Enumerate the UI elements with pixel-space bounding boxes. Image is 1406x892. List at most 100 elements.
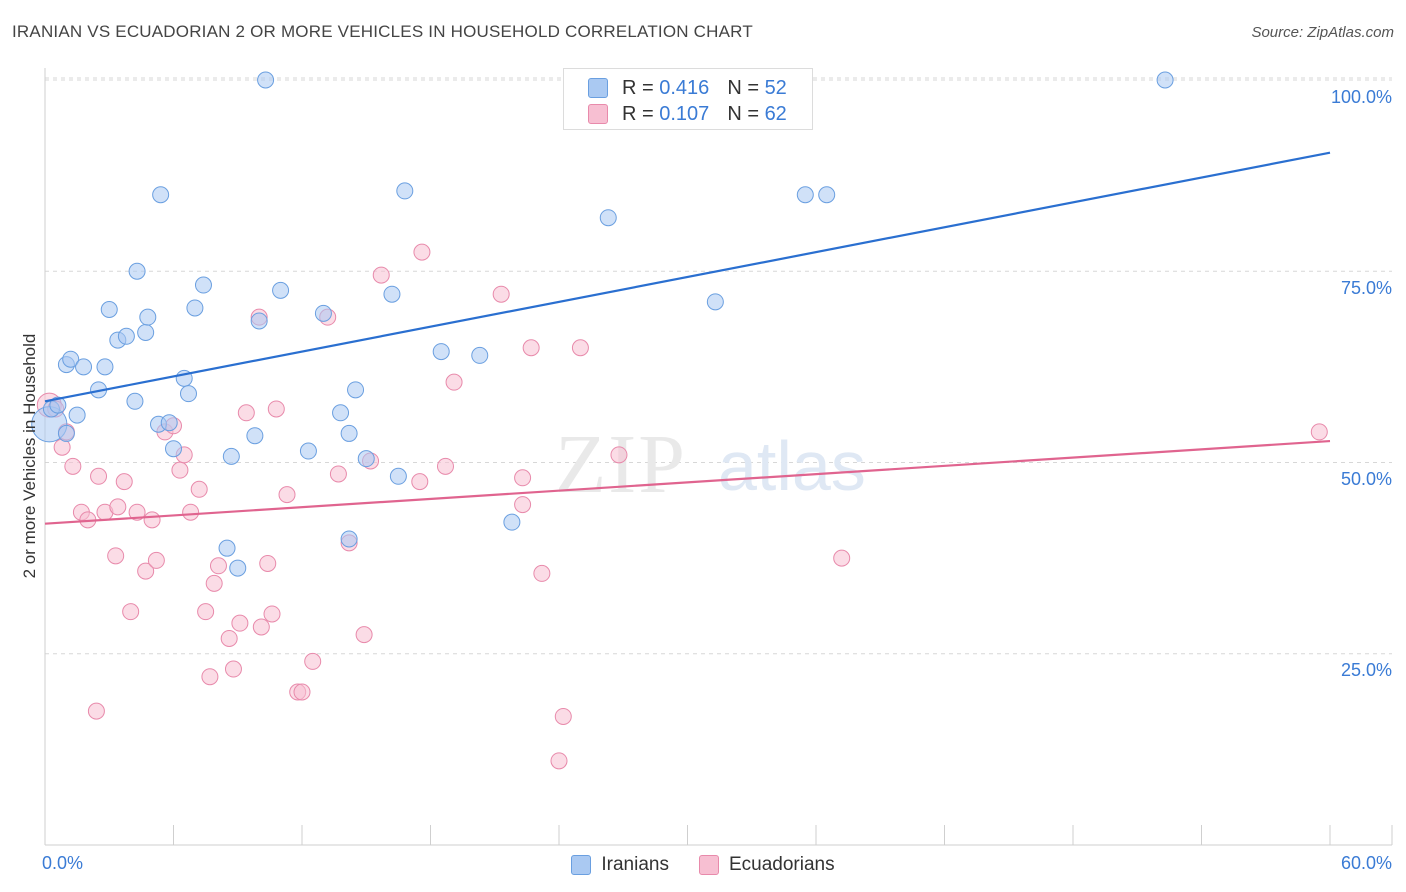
x-axis (44, 68, 1393, 846)
ecuadorians-point (355, 626, 373, 644)
ecuadorians-point (445, 373, 463, 391)
ecuadorians-point (224, 660, 242, 678)
iranians-point (299, 442, 317, 460)
iranians-point (100, 301, 118, 318)
iranians-point (96, 358, 114, 376)
legend-r-value: 0.416 (659, 76, 710, 99)
ecuadorians-point (514, 496, 532, 514)
iranians-point (272, 281, 290, 299)
iranians-point (75, 358, 93, 376)
ecuadorians-point (182, 503, 200, 521)
ecuadorians-point (550, 752, 568, 770)
iranians-point (128, 262, 146, 280)
legend-n-value: 52 (764, 76, 787, 99)
ecuadorians-point (64, 457, 82, 475)
ecuadorians-point (522, 339, 540, 357)
ecuadorians-point (263, 605, 281, 623)
watermark-atlas: atlas (718, 427, 866, 505)
iranians-point (818, 186, 836, 204)
legend-n-label: N = (727, 76, 759, 99)
ecuadorians-point (533, 564, 551, 582)
source-label: Source: ZipAtlas.com (1251, 24, 1394, 41)
iranians-point (229, 559, 247, 577)
ecuadorians-point (237, 404, 255, 422)
iranians-point (222, 447, 240, 465)
ecuadorians-point (90, 467, 108, 485)
iranians-point (152, 186, 170, 204)
ecuadorians-point (554, 707, 572, 725)
legend-swatch-ecuadorians (698, 855, 719, 875)
ecuadorians-point (492, 285, 510, 303)
iranians-point (314, 304, 332, 322)
iranians-point (389, 467, 407, 485)
iranians-point (1156, 71, 1174, 89)
iranians-point (706, 293, 724, 311)
iranians-point (340, 424, 358, 442)
watermark-zip: ZIP (555, 418, 687, 511)
iranians-point (139, 308, 157, 326)
legend-label-ecuadorians: Ecuadorians (728, 854, 835, 875)
ecuadorians-point (610, 446, 628, 464)
iranians-point (62, 350, 80, 368)
ecuadorians-trendline (44, 439, 1331, 525)
ecuadorians-point (115, 473, 133, 491)
iranians-point (340, 530, 358, 548)
ecuadorians-point (205, 574, 223, 592)
iranians-point (796, 186, 814, 204)
iranians-point (126, 392, 144, 410)
legend-row-ecuadorians: R = 0.107 N = 62 (588, 101, 787, 127)
y-tick-100: 100.0% (1330, 87, 1392, 107)
iranians-point (599, 209, 617, 227)
iranians-point (137, 323, 155, 341)
legend-r-label: R = (622, 76, 654, 99)
iranians-point (432, 343, 450, 361)
ecuadorians-point (514, 469, 532, 487)
series-iranians (31, 71, 1174, 577)
iranians-point (257, 71, 275, 89)
ecuadorians-point (259, 554, 277, 572)
iranians-point (396, 182, 414, 200)
gridlines (45, 77, 1392, 655)
ecuadorians-point (1310, 423, 1328, 441)
ecuadorians-point (329, 465, 347, 483)
legend-n-label: N = (727, 102, 759, 125)
iranians-point (165, 440, 182, 458)
legend-r-value: 0.107 (659, 102, 710, 125)
ecuadorians-point (197, 603, 215, 621)
iranians-point (383, 285, 401, 303)
iranians-point (503, 513, 521, 531)
iranians-point (117, 327, 135, 345)
ecuadorians-point (278, 486, 296, 504)
ecuadorians-point (372, 266, 390, 284)
y-tick-50: 50.0% (1340, 469, 1392, 489)
iranians-point (218, 539, 236, 557)
ecuadorians-point (252, 618, 270, 636)
ecuadorians-point (87, 702, 105, 720)
iranians-point (68, 406, 86, 424)
ecuadorians-point (220, 629, 238, 647)
iranians-point (332, 404, 350, 422)
iranians-point (186, 299, 204, 317)
legend-row-iranians: R = 0.416 N = 52 (588, 75, 787, 101)
iranians-point (57, 424, 75, 442)
x-tick-right: 60.0% (1340, 853, 1392, 873)
y-tick-25: 25.0% (1340, 660, 1392, 680)
ecuadorians-point (267, 400, 285, 418)
ecuadorians-point (107, 547, 125, 565)
ecuadorians-point (147, 551, 165, 569)
legend-item-ecuadorians: Ecuadorians (698, 854, 835, 876)
iranians-point (347, 381, 365, 399)
iranians-point (357, 450, 375, 468)
ecuadorians-point (143, 511, 161, 529)
ecuadorians-point (411, 473, 429, 491)
ecuadorians-point (201, 668, 219, 686)
ecuadorians-point (137, 562, 155, 580)
series-legend: Iranians Ecuadorians (0, 852, 1406, 878)
ecuadorians-point (436, 457, 454, 475)
watermark: ZIP atlas (555, 418, 866, 511)
legend-swatch-iranians (571, 855, 592, 875)
ecuadorians-point (413, 243, 431, 261)
legend-r-label: R = (622, 102, 654, 125)
iranians-point (179, 385, 197, 403)
ecuadorians-point (571, 339, 589, 357)
